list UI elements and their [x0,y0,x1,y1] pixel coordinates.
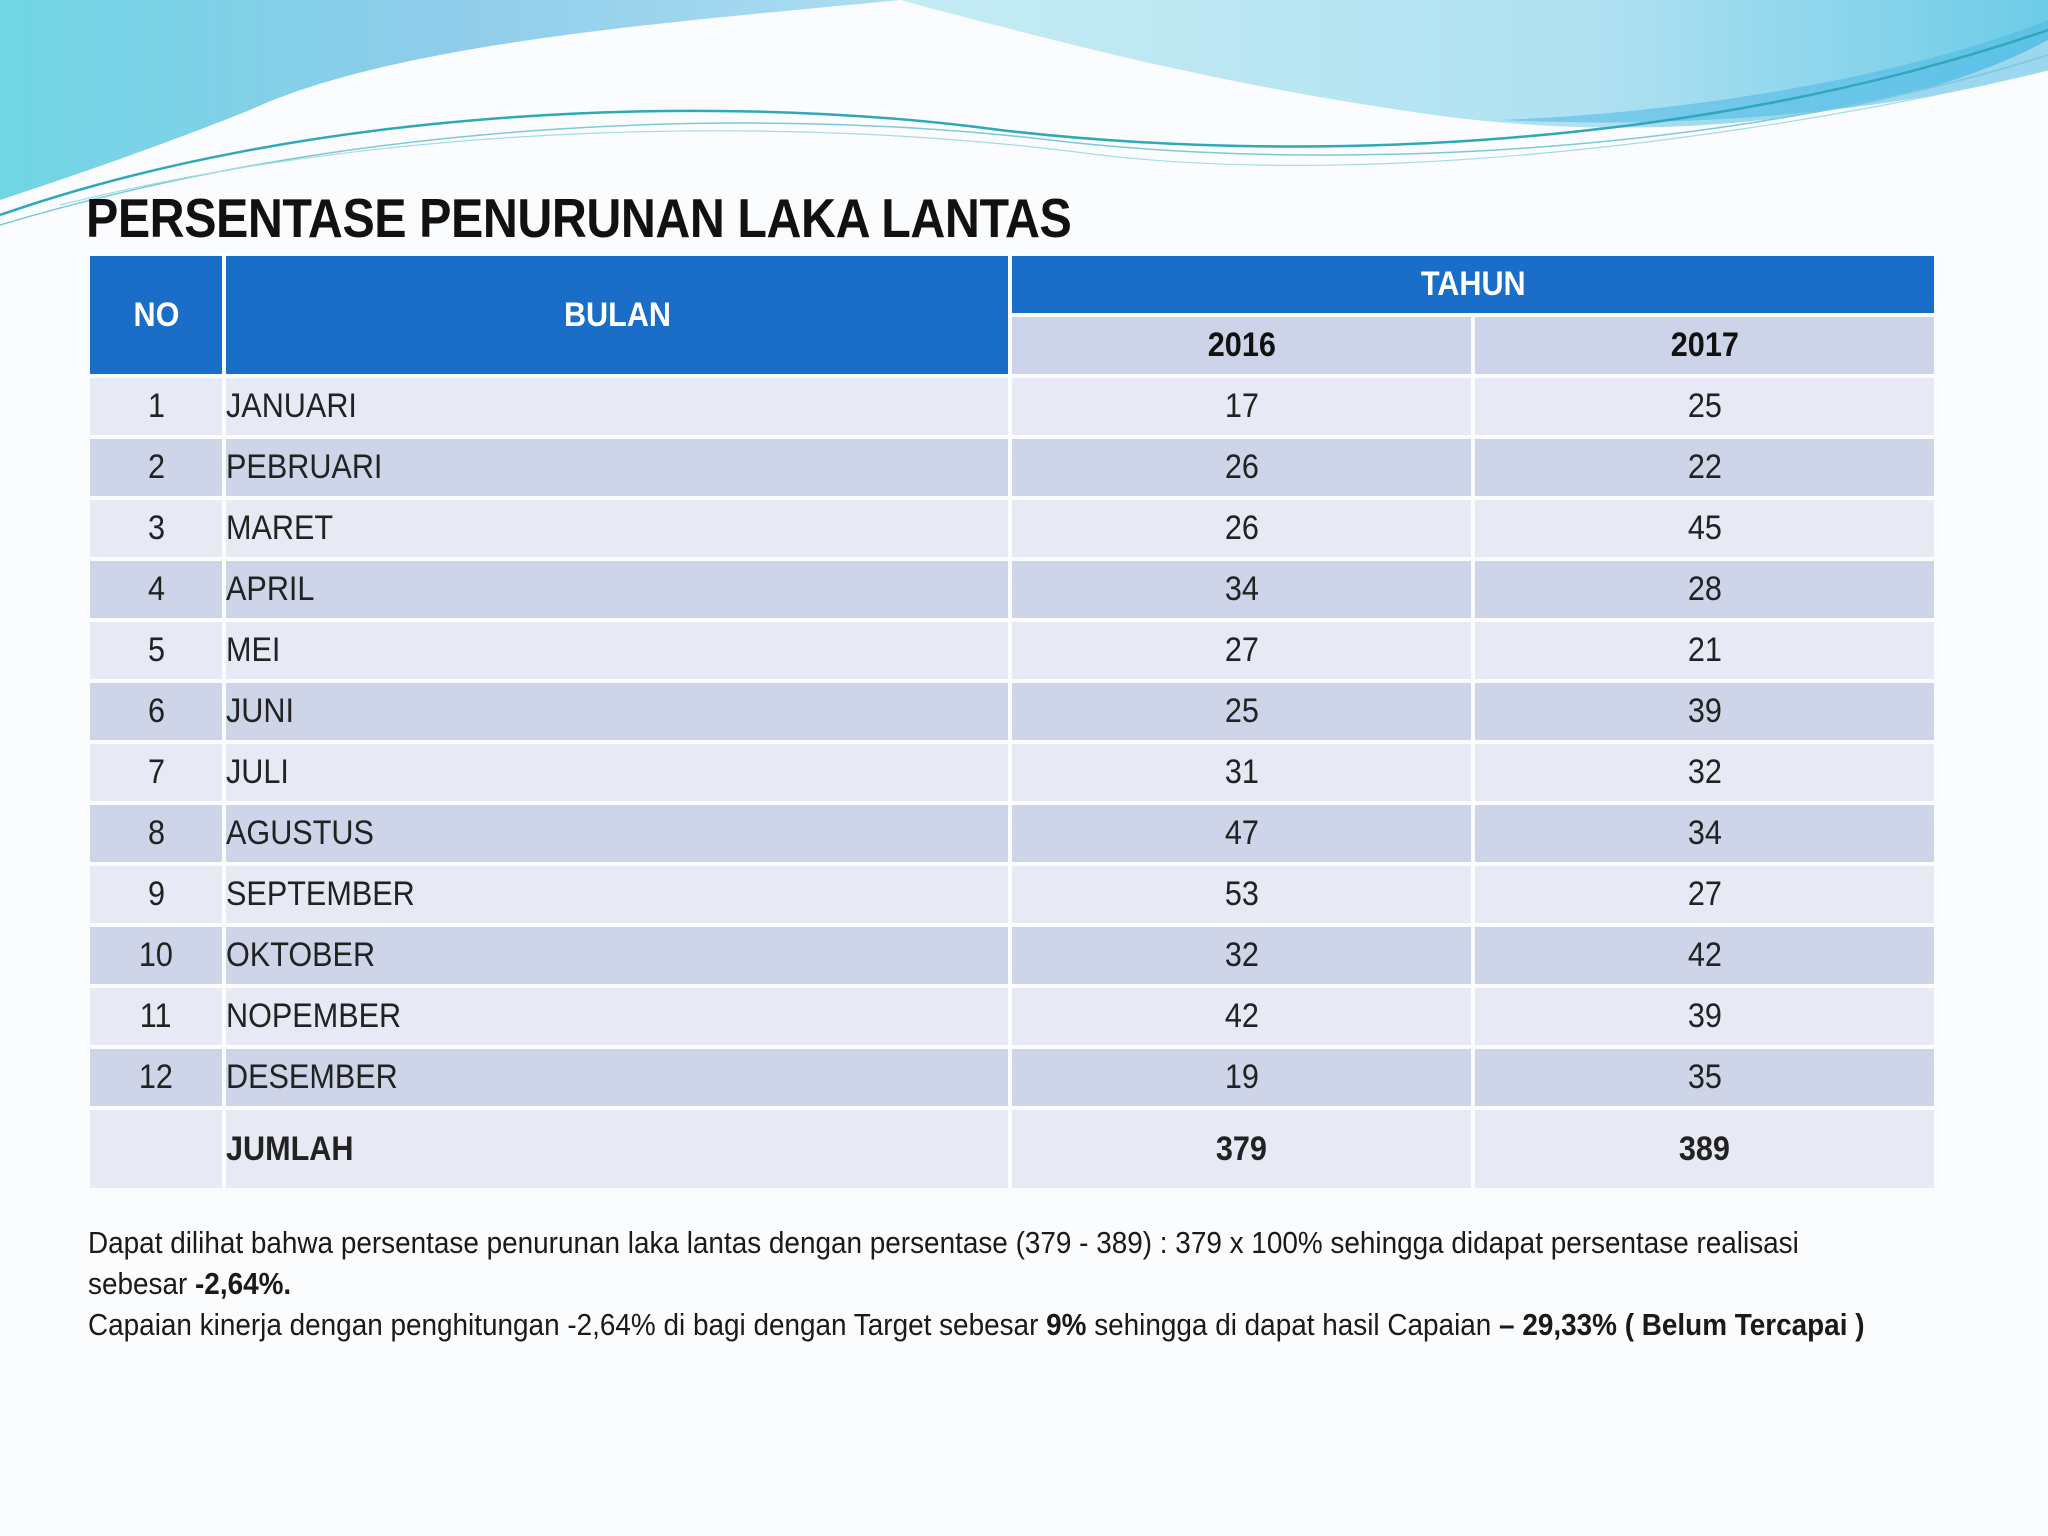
row-2017: 45 [1475,500,1934,557]
row-month: SEPTEMBER [226,866,1008,923]
row-2017: 35 [1475,1049,1934,1106]
header-tahun: TAHUN [1012,256,1934,313]
row-2017: 32 [1475,744,1934,801]
row-month: AGUSTUS [226,805,1008,862]
row-2016: 34 [1012,561,1471,618]
table-row: 1 JANUARI 17 25 [90,378,1934,435]
table-row: 3 MARET 26 45 [90,500,1934,557]
row-2017: 42 [1475,927,1934,984]
row-no: 8 [90,805,222,862]
row-2016: 32 [1012,927,1471,984]
row-no: 2 [90,439,222,496]
total-label: JUMLAH [226,1110,1008,1188]
row-month: OKTOBER [226,927,1008,984]
row-no: 5 [90,622,222,679]
row-2016: 25 [1012,683,1471,740]
row-no: 1 [90,378,222,435]
row-2016: 27 [1012,622,1471,679]
table-row: 7 JULI 31 32 [90,744,1934,801]
table-row: 11 NOPEMBER 42 39 [90,988,1934,1045]
table-row: 12 DESEMBER 19 35 [90,1049,1934,1106]
row-no: 11 [90,988,222,1045]
row-2017: 34 [1475,805,1934,862]
row-no: 4 [90,561,222,618]
row-2016: 53 [1012,866,1471,923]
row-2017: 25 [1475,378,1934,435]
header-year-2016: 2016 [1012,317,1471,374]
row-no: 3 [90,500,222,557]
row-month: MARET [226,500,1008,557]
achievement-value: – 29,33% ( Belum Tercapai ) [1499,1307,1865,1342]
row-2017: 22 [1475,439,1934,496]
row-month: APRIL [226,561,1008,618]
row-2017: 28 [1475,561,1934,618]
row-month: JULI [226,744,1008,801]
row-month: JANUARI [226,378,1008,435]
row-month: DESEMBER [226,1049,1008,1106]
row-no: 9 [90,866,222,923]
realization-value: -2,64%. [195,1266,292,1301]
page-title: PERSENTASE PENURUNAN LAKA LANTAS [86,187,1072,249]
table-row: 9 SEPTEMBER 53 27 [90,866,1934,923]
row-no: 6 [90,683,222,740]
row-2017: 21 [1475,622,1934,679]
target-value: 9% [1046,1307,1087,1342]
row-2016: 31 [1012,744,1471,801]
row-2016: 17 [1012,378,1471,435]
total-row: JUMLAH 379 389 [90,1110,1934,1188]
row-2016: 42 [1012,988,1471,1045]
row-2016: 19 [1012,1049,1471,1106]
row-month: PEBRUARI [226,439,1008,496]
table-row: 4 APRIL 34 28 [90,561,1934,618]
row-2016: 26 [1012,439,1471,496]
total-no-empty [90,1110,222,1188]
summary-line-3: Capaian kinerja dengan penghitungan -2,6… [88,1307,1865,1342]
total-2016: 379 [1012,1110,1471,1188]
summary-text: Dapat dilihat bahwa persentase penurunan… [88,1222,1988,1345]
table-row: 10 OKTOBER 32 42 [90,927,1934,984]
header-no: NO [90,256,222,374]
table-row: 5 MEI 27 21 [90,622,1934,679]
table-row: 6 JUNI 25 39 [90,683,1934,740]
header-bulan: BULAN [226,256,1008,374]
row-month: JUNI [226,683,1008,740]
row-2017: 39 [1475,988,1934,1045]
total-2017: 389 [1475,1110,1934,1188]
accident-table: NO BULAN TAHUN 2016 2017 1 JANUARI 17 25… [86,252,1938,1192]
row-2016: 26 [1012,500,1471,557]
row-no: 7 [90,744,222,801]
row-no: 12 [90,1049,222,1106]
summary-line-2: sebesar -2,64%. [88,1266,292,1301]
row-2017: 39 [1475,683,1934,740]
header-year-2017: 2017 [1475,317,1934,374]
row-month: NOPEMBER [226,988,1008,1045]
summary-line-1: Dapat dilihat bahwa persentase penurunan… [88,1225,1799,1260]
table-row: 8 AGUSTUS 47 34 [90,805,1934,862]
row-2017: 27 [1475,866,1934,923]
decorative-wave-banner [0,0,2048,226]
table-row: 2 PEBRUARI 26 22 [90,439,1934,496]
row-month: MEI [226,622,1008,679]
row-2016: 47 [1012,805,1471,862]
row-no: 10 [90,927,222,984]
